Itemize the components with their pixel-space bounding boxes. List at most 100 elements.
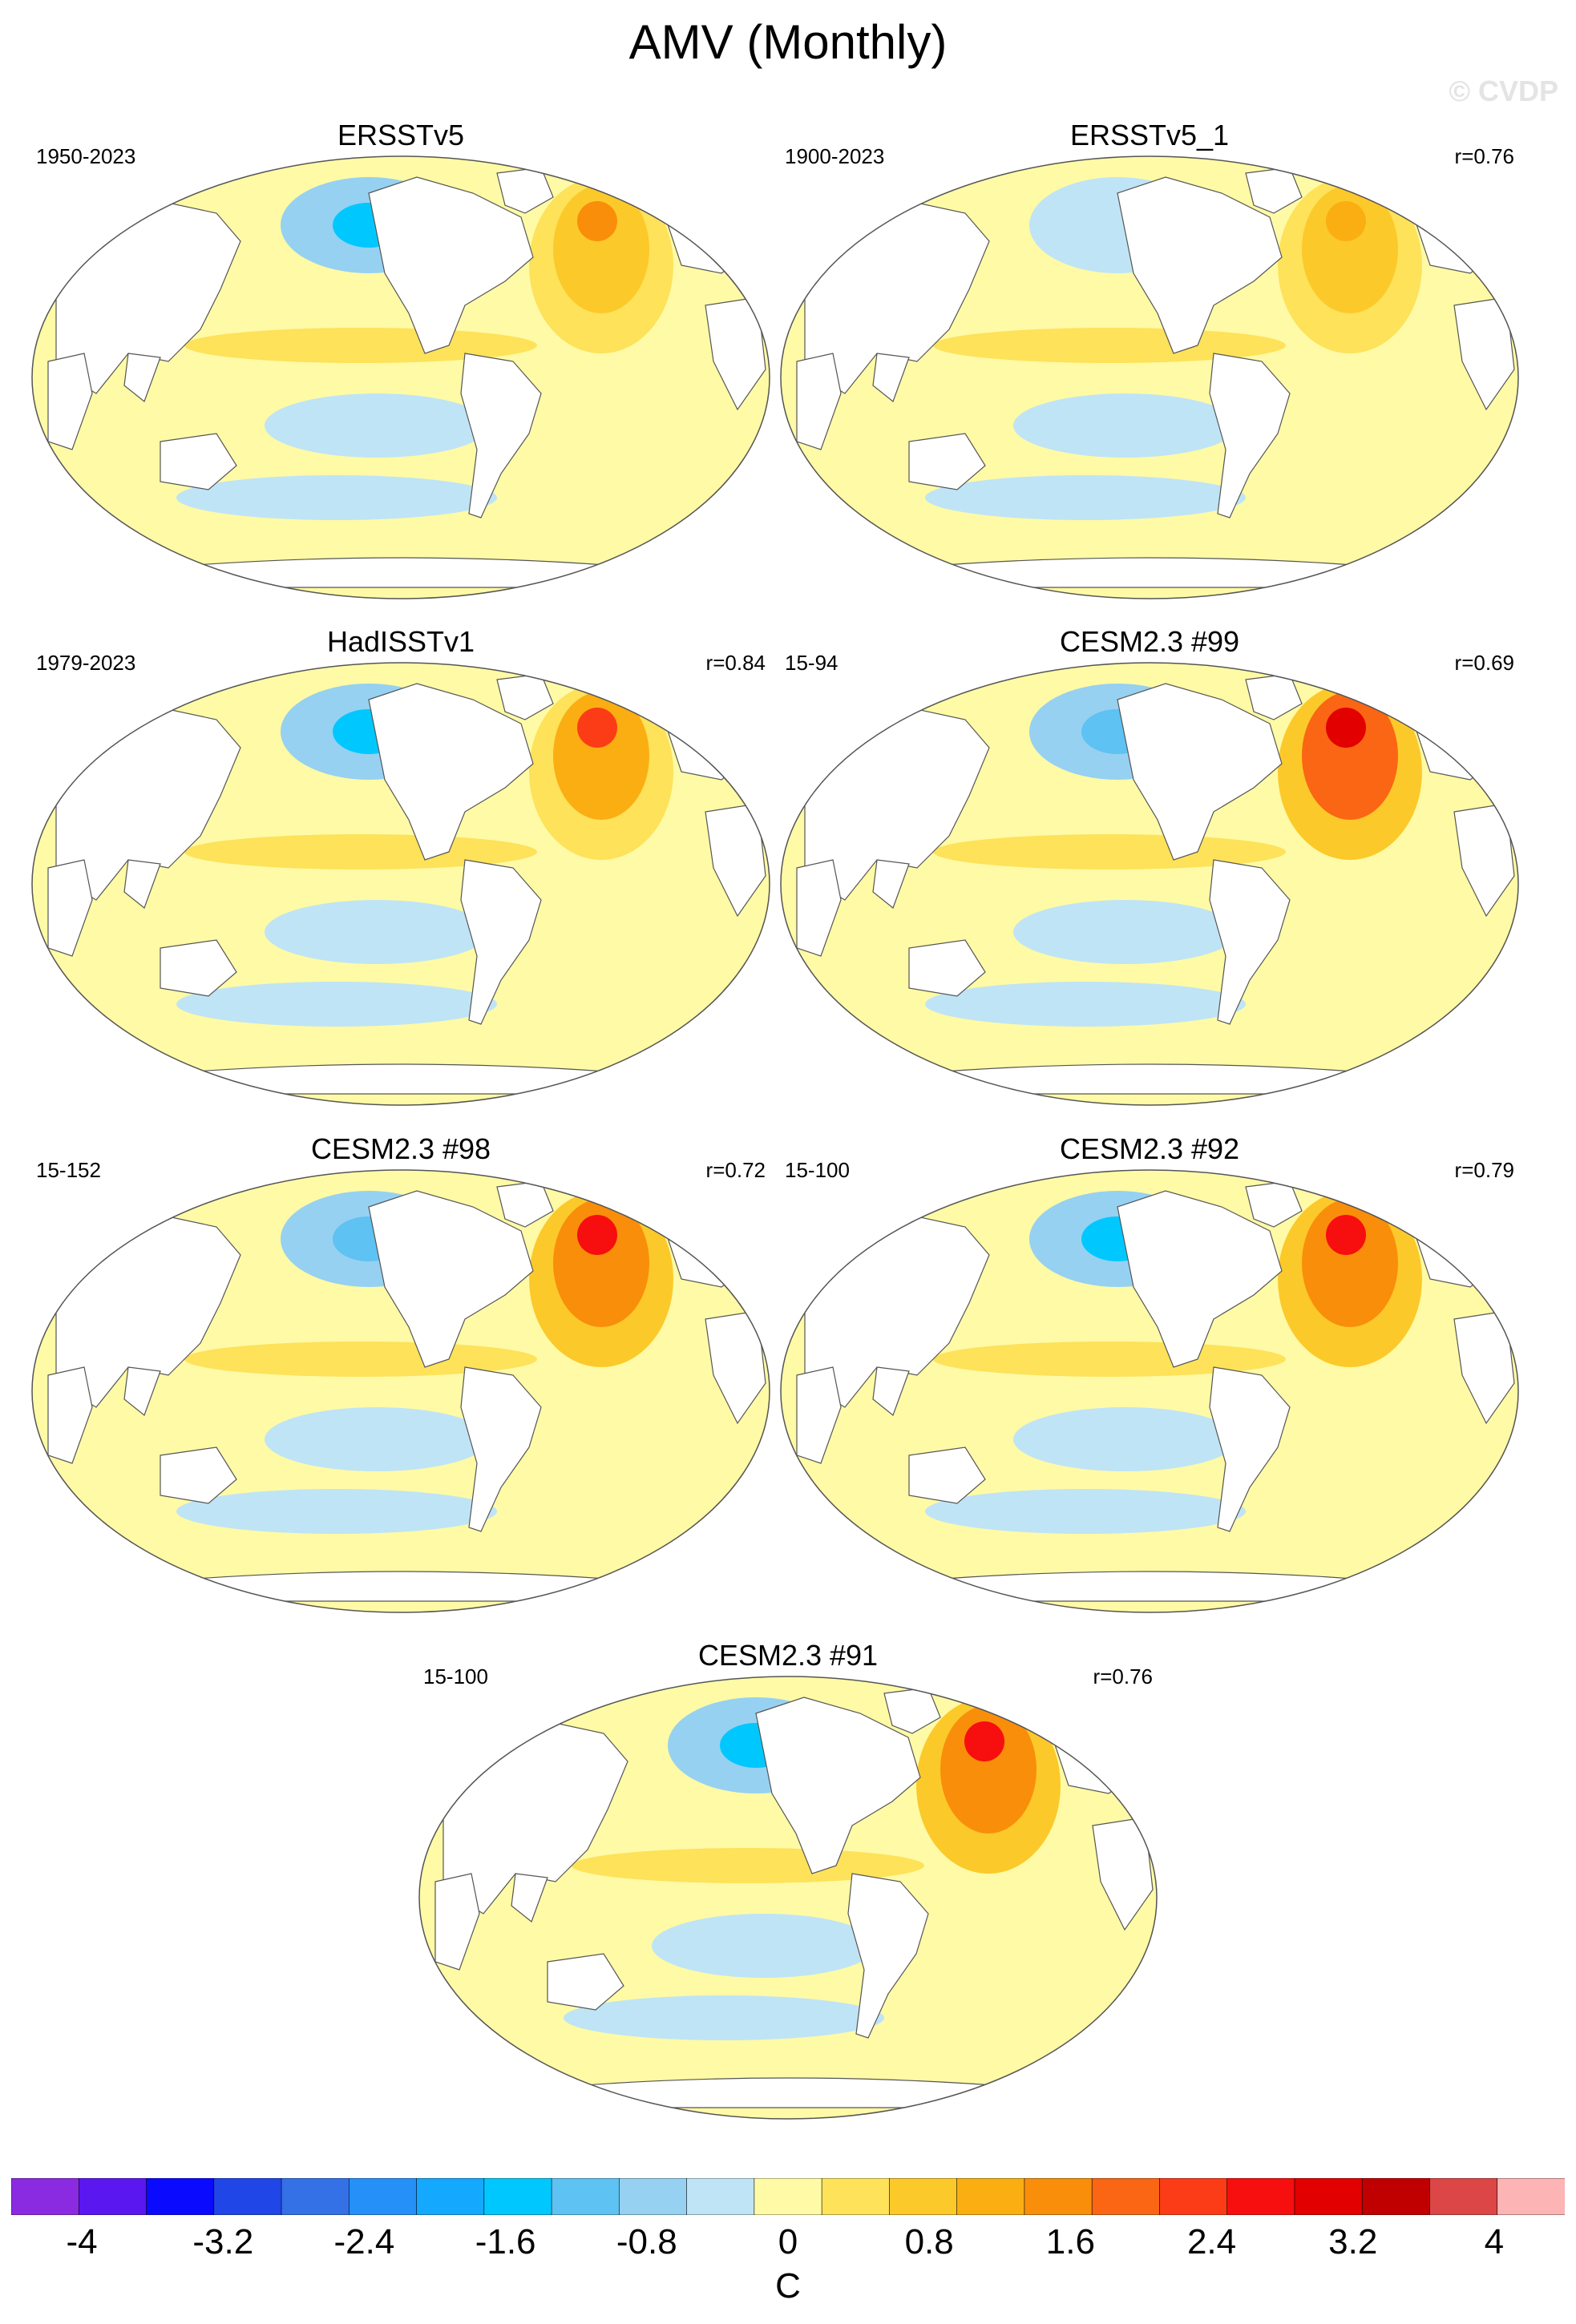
colorbar-tick-label: -3.2 — [192, 2222, 254, 2261]
colorbar-swatch — [1226, 2178, 1295, 2215]
colorbar-swatch — [1429, 2178, 1498, 2215]
north-atlantic-core — [964, 1721, 1004, 1761]
land-australia — [908, 433, 986, 490]
land-india — [872, 353, 910, 402]
land-south-america — [460, 353, 542, 518]
land-australia — [160, 1446, 237, 1504]
colorbar-swatch — [889, 2178, 958, 2215]
colorbar-swatch — [416, 2178, 485, 2215]
map-outline — [780, 1169, 1519, 1613]
colorbar-tick-label: 3.2 — [1328, 2222, 1378, 2261]
map-outline — [31, 155, 770, 599]
land-australia — [547, 1953, 624, 2011]
north-atlantic-core — [1326, 1215, 1366, 1255]
map-svg — [31, 662, 770, 1106]
panel-period: 1950-2023 — [36, 144, 136, 168]
south-pacific-anomaly — [1013, 1407, 1238, 1471]
map-panel-6: CESM2.3 #92 15-100 r=0.79 — [765, 1132, 1534, 1613]
land-africa — [796, 353, 842, 450]
north-atlantic-core — [1326, 708, 1366, 748]
south-pacific-anomaly — [265, 900, 489, 964]
colorbar-swatch — [1091, 2178, 1161, 2215]
land-india — [123, 353, 161, 402]
panel-correlation: r=0.69 — [1454, 651, 1514, 675]
north-atlantic-mid — [553, 692, 649, 820]
colorbar-tick-label: -4 — [66, 2222, 98, 2261]
southern-ocean-anomaly — [176, 982, 497, 1027]
map-svg — [780, 662, 1519, 1106]
north-atlantic-mid — [940, 1705, 1037, 1834]
south-pacific-anomaly — [265, 393, 489, 458]
land-india — [511, 1873, 548, 1923]
colorbar-swatch — [483, 2178, 552, 2215]
land-south-america — [1209, 859, 1291, 1025]
north-atlantic-mid — [553, 185, 649, 313]
panel-title: CESM2.3 #98 — [310, 1132, 491, 1165]
map-svg — [780, 1169, 1519, 1613]
land-africa — [796, 1366, 842, 1464]
panel-correlation: r=0.84 — [705, 651, 766, 675]
panel-period: 1900-2023 — [785, 144, 885, 168]
colorbar-swatch — [11, 2178, 80, 2215]
north-atlantic-mid — [1302, 185, 1398, 313]
land-south-america — [847, 1873, 929, 2039]
colorbar-tick-label: -1.6 — [475, 2222, 536, 2261]
north-atlantic-core — [577, 201, 617, 241]
panel-period: 15-152 — [36, 1158, 101, 1182]
land-australia — [160, 433, 237, 490]
southern-ocean-anomaly — [564, 1995, 884, 2040]
land-north-america — [755, 1697, 921, 1874]
map-panel-7: CESM2.3 #91 15-100 r=0.76 — [403, 1639, 1173, 2120]
colorbar-tick-label: 4 — [1484, 2222, 1505, 2261]
land-africa — [47, 353, 93, 450]
colorbar-swatch — [619, 2178, 688, 2215]
southern-ocean-anomaly — [925, 1489, 1246, 1534]
map-panel-2: ERSSTv5_1 1900-2023 r=0.76 — [765, 119, 1534, 599]
colorbar-swatch — [281, 2178, 350, 2215]
land-africa — [47, 859, 93, 957]
land-india — [872, 859, 910, 909]
colorbar-swatch — [1294, 2178, 1364, 2215]
land-africa — [434, 1873, 480, 1971]
colorbar-swatch — [1159, 2178, 1228, 2215]
figure-title: AMV (Monthly) — [628, 15, 948, 69]
panel-title: CESM2.3 #91 — [697, 1639, 879, 1672]
land-india — [872, 1366, 910, 1416]
map-panel-3: HadISSTv1 1979-2023 r=0.84 — [16, 625, 786, 1106]
southern-ocean-anomaly — [176, 475, 497, 520]
colorbar — [11, 2178, 1565, 2215]
north-atlantic-mid — [553, 1199, 649, 1327]
land-south-america — [1209, 1366, 1291, 1532]
colorbar-tick-label: -0.8 — [616, 2222, 677, 2261]
colorbar-tick-label: 0.8 — [904, 2222, 954, 2261]
north-atlantic-core — [1326, 201, 1366, 241]
map-svg — [780, 155, 1519, 599]
panel-correlation: r=0.72 — [705, 1158, 766, 1182]
colorbar-tick-label: 2.4 — [1186, 2222, 1237, 2261]
colorbar-swatch — [551, 2178, 620, 2215]
land-africa — [47, 1366, 93, 1464]
south-pacific-anomaly — [652, 1914, 876, 1978]
land-north-america — [368, 1190, 534, 1368]
colorbar-tick-label: -2.4 — [333, 2222, 395, 2261]
panel-period: 1979-2023 — [36, 651, 136, 675]
panel-period: 15-100 — [423, 1664, 488, 1689]
land-south-america — [460, 859, 542, 1025]
cvdp-watermark: © CVDP — [1449, 75, 1558, 107]
colorbar-tick-label: 0 — [778, 2222, 798, 2261]
north-atlantic-mid — [1302, 1199, 1398, 1327]
colorbar-swatch — [1497, 2178, 1565, 2215]
land-australia — [908, 1446, 986, 1504]
land-africa — [796, 859, 842, 957]
panel-title: ERSSTv5_1 — [1069, 119, 1230, 151]
panel-title: ERSSTv5 — [337, 119, 465, 151]
colorbar-swatch — [754, 2178, 822, 2215]
land-north-america — [368, 683, 534, 861]
land-south-america — [460, 1366, 542, 1532]
colorbar-units: C — [775, 2266, 801, 2306]
map-outline — [31, 1169, 770, 1613]
north-atlantic-core — [577, 1215, 617, 1255]
southern-ocean-anomaly — [176, 1489, 497, 1534]
map-outline — [780, 662, 1519, 1106]
colorbar-swatch — [821, 2178, 891, 2215]
